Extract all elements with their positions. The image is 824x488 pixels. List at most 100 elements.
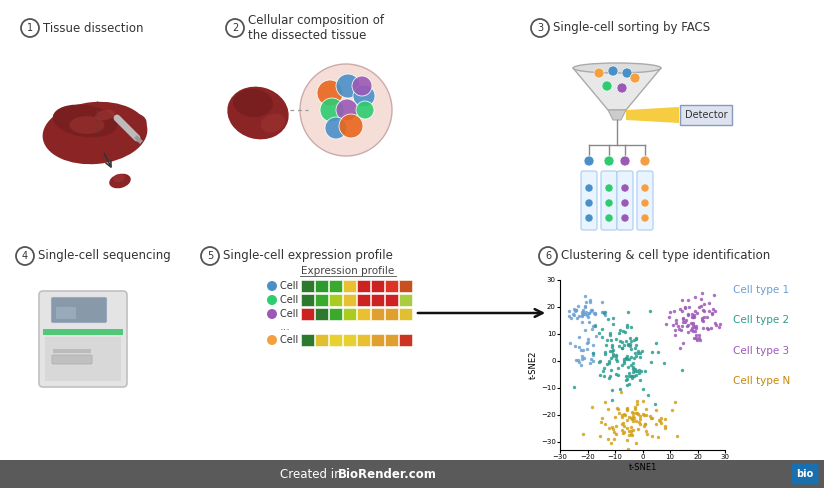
Bar xyxy=(357,308,370,320)
Point xyxy=(625,427,638,435)
Point xyxy=(613,329,626,337)
Bar xyxy=(371,308,384,320)
Point xyxy=(583,296,596,304)
Point xyxy=(623,431,636,439)
Point xyxy=(586,351,599,359)
Text: Clustering & cell type identification: Clustering & cell type identification xyxy=(561,249,770,263)
Point xyxy=(688,334,701,342)
Point xyxy=(577,308,590,316)
Point xyxy=(679,303,692,310)
FancyBboxPatch shape xyxy=(52,355,92,364)
Point xyxy=(673,305,686,312)
Point xyxy=(637,411,650,419)
Point xyxy=(622,355,635,363)
Point xyxy=(629,335,642,343)
Point xyxy=(629,439,642,447)
Point xyxy=(681,321,695,329)
Point xyxy=(700,325,713,332)
Point xyxy=(625,353,638,361)
Point xyxy=(627,414,640,422)
Point xyxy=(626,427,639,434)
Point xyxy=(626,359,639,367)
Point xyxy=(588,310,602,318)
Point xyxy=(599,311,612,319)
Point xyxy=(616,419,630,427)
Bar xyxy=(329,334,342,346)
Point xyxy=(668,398,681,406)
Point xyxy=(613,385,626,392)
Point xyxy=(575,312,588,320)
Point xyxy=(578,292,591,300)
Point xyxy=(581,335,594,343)
Circle shape xyxy=(336,99,358,121)
Point xyxy=(606,352,620,360)
Point xyxy=(631,425,644,433)
Point xyxy=(625,414,638,422)
Point xyxy=(652,433,665,441)
Bar xyxy=(315,280,328,292)
Point xyxy=(568,383,581,391)
Point xyxy=(567,305,580,313)
Point xyxy=(695,289,709,297)
Circle shape xyxy=(640,156,650,166)
Point xyxy=(572,344,585,351)
Point xyxy=(602,358,616,366)
Point xyxy=(604,347,617,355)
Point xyxy=(584,306,597,314)
Circle shape xyxy=(608,66,618,76)
Bar xyxy=(357,334,370,346)
Point xyxy=(621,308,634,316)
Y-axis label: t-SNE2: t-SNE2 xyxy=(529,351,538,379)
FancyBboxPatch shape xyxy=(680,105,732,125)
Circle shape xyxy=(317,80,343,106)
Circle shape xyxy=(621,214,629,222)
Point xyxy=(626,366,639,373)
Point xyxy=(625,415,639,423)
Point xyxy=(625,372,639,380)
Point xyxy=(696,324,709,332)
Point xyxy=(601,337,614,345)
Point xyxy=(620,372,633,380)
Point xyxy=(603,372,616,380)
Point xyxy=(698,300,711,307)
Point xyxy=(630,397,643,405)
Point xyxy=(695,316,709,324)
Bar xyxy=(343,294,356,306)
Point xyxy=(681,311,695,319)
Point xyxy=(562,307,575,315)
Text: Cell type 1: Cell type 1 xyxy=(733,285,789,295)
Point xyxy=(569,356,583,364)
Point xyxy=(578,326,592,334)
Bar xyxy=(371,294,384,306)
Point xyxy=(682,303,695,311)
Point xyxy=(676,307,689,315)
Point xyxy=(570,306,583,314)
Point xyxy=(695,302,708,309)
Bar xyxy=(343,280,356,292)
Text: 5: 5 xyxy=(207,251,213,261)
Point xyxy=(620,436,633,444)
FancyBboxPatch shape xyxy=(56,307,76,319)
Point xyxy=(578,302,592,310)
Point xyxy=(587,349,600,357)
Circle shape xyxy=(320,98,344,122)
Point xyxy=(621,363,634,370)
Point xyxy=(627,372,640,380)
Point xyxy=(613,326,626,334)
Point xyxy=(645,414,658,422)
Text: ...: ... xyxy=(280,322,291,332)
Point xyxy=(693,334,706,342)
Point xyxy=(620,321,633,329)
Point xyxy=(696,317,709,325)
Bar xyxy=(343,308,356,320)
Point xyxy=(630,334,643,342)
Point xyxy=(625,323,638,331)
Point xyxy=(644,411,657,419)
Point xyxy=(639,420,652,427)
Point xyxy=(594,357,607,365)
Bar xyxy=(315,294,328,306)
Point xyxy=(648,400,662,408)
FancyBboxPatch shape xyxy=(617,171,633,230)
Point xyxy=(701,325,714,333)
Circle shape xyxy=(585,199,593,207)
